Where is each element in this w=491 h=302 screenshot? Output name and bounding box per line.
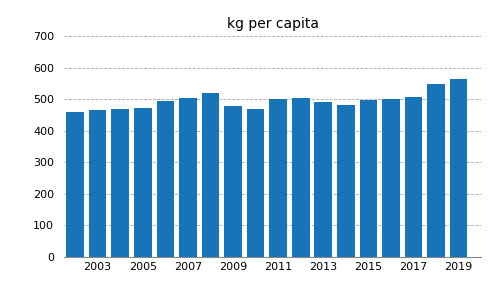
Bar bbox=[157, 101, 174, 257]
Bar bbox=[382, 99, 400, 257]
Bar bbox=[66, 112, 84, 257]
Bar bbox=[427, 84, 445, 257]
Bar bbox=[270, 99, 287, 257]
Bar bbox=[202, 93, 219, 257]
Bar bbox=[405, 97, 422, 257]
Bar bbox=[179, 98, 197, 257]
Bar bbox=[337, 105, 355, 257]
Bar bbox=[314, 102, 332, 257]
Bar bbox=[89, 110, 107, 257]
Bar bbox=[111, 109, 129, 257]
Bar bbox=[134, 108, 152, 257]
Bar bbox=[224, 107, 242, 257]
Title: kg per capita: kg per capita bbox=[226, 17, 319, 31]
Bar bbox=[359, 100, 377, 257]
Bar bbox=[292, 98, 309, 257]
Bar bbox=[247, 109, 264, 257]
Bar bbox=[450, 79, 467, 257]
